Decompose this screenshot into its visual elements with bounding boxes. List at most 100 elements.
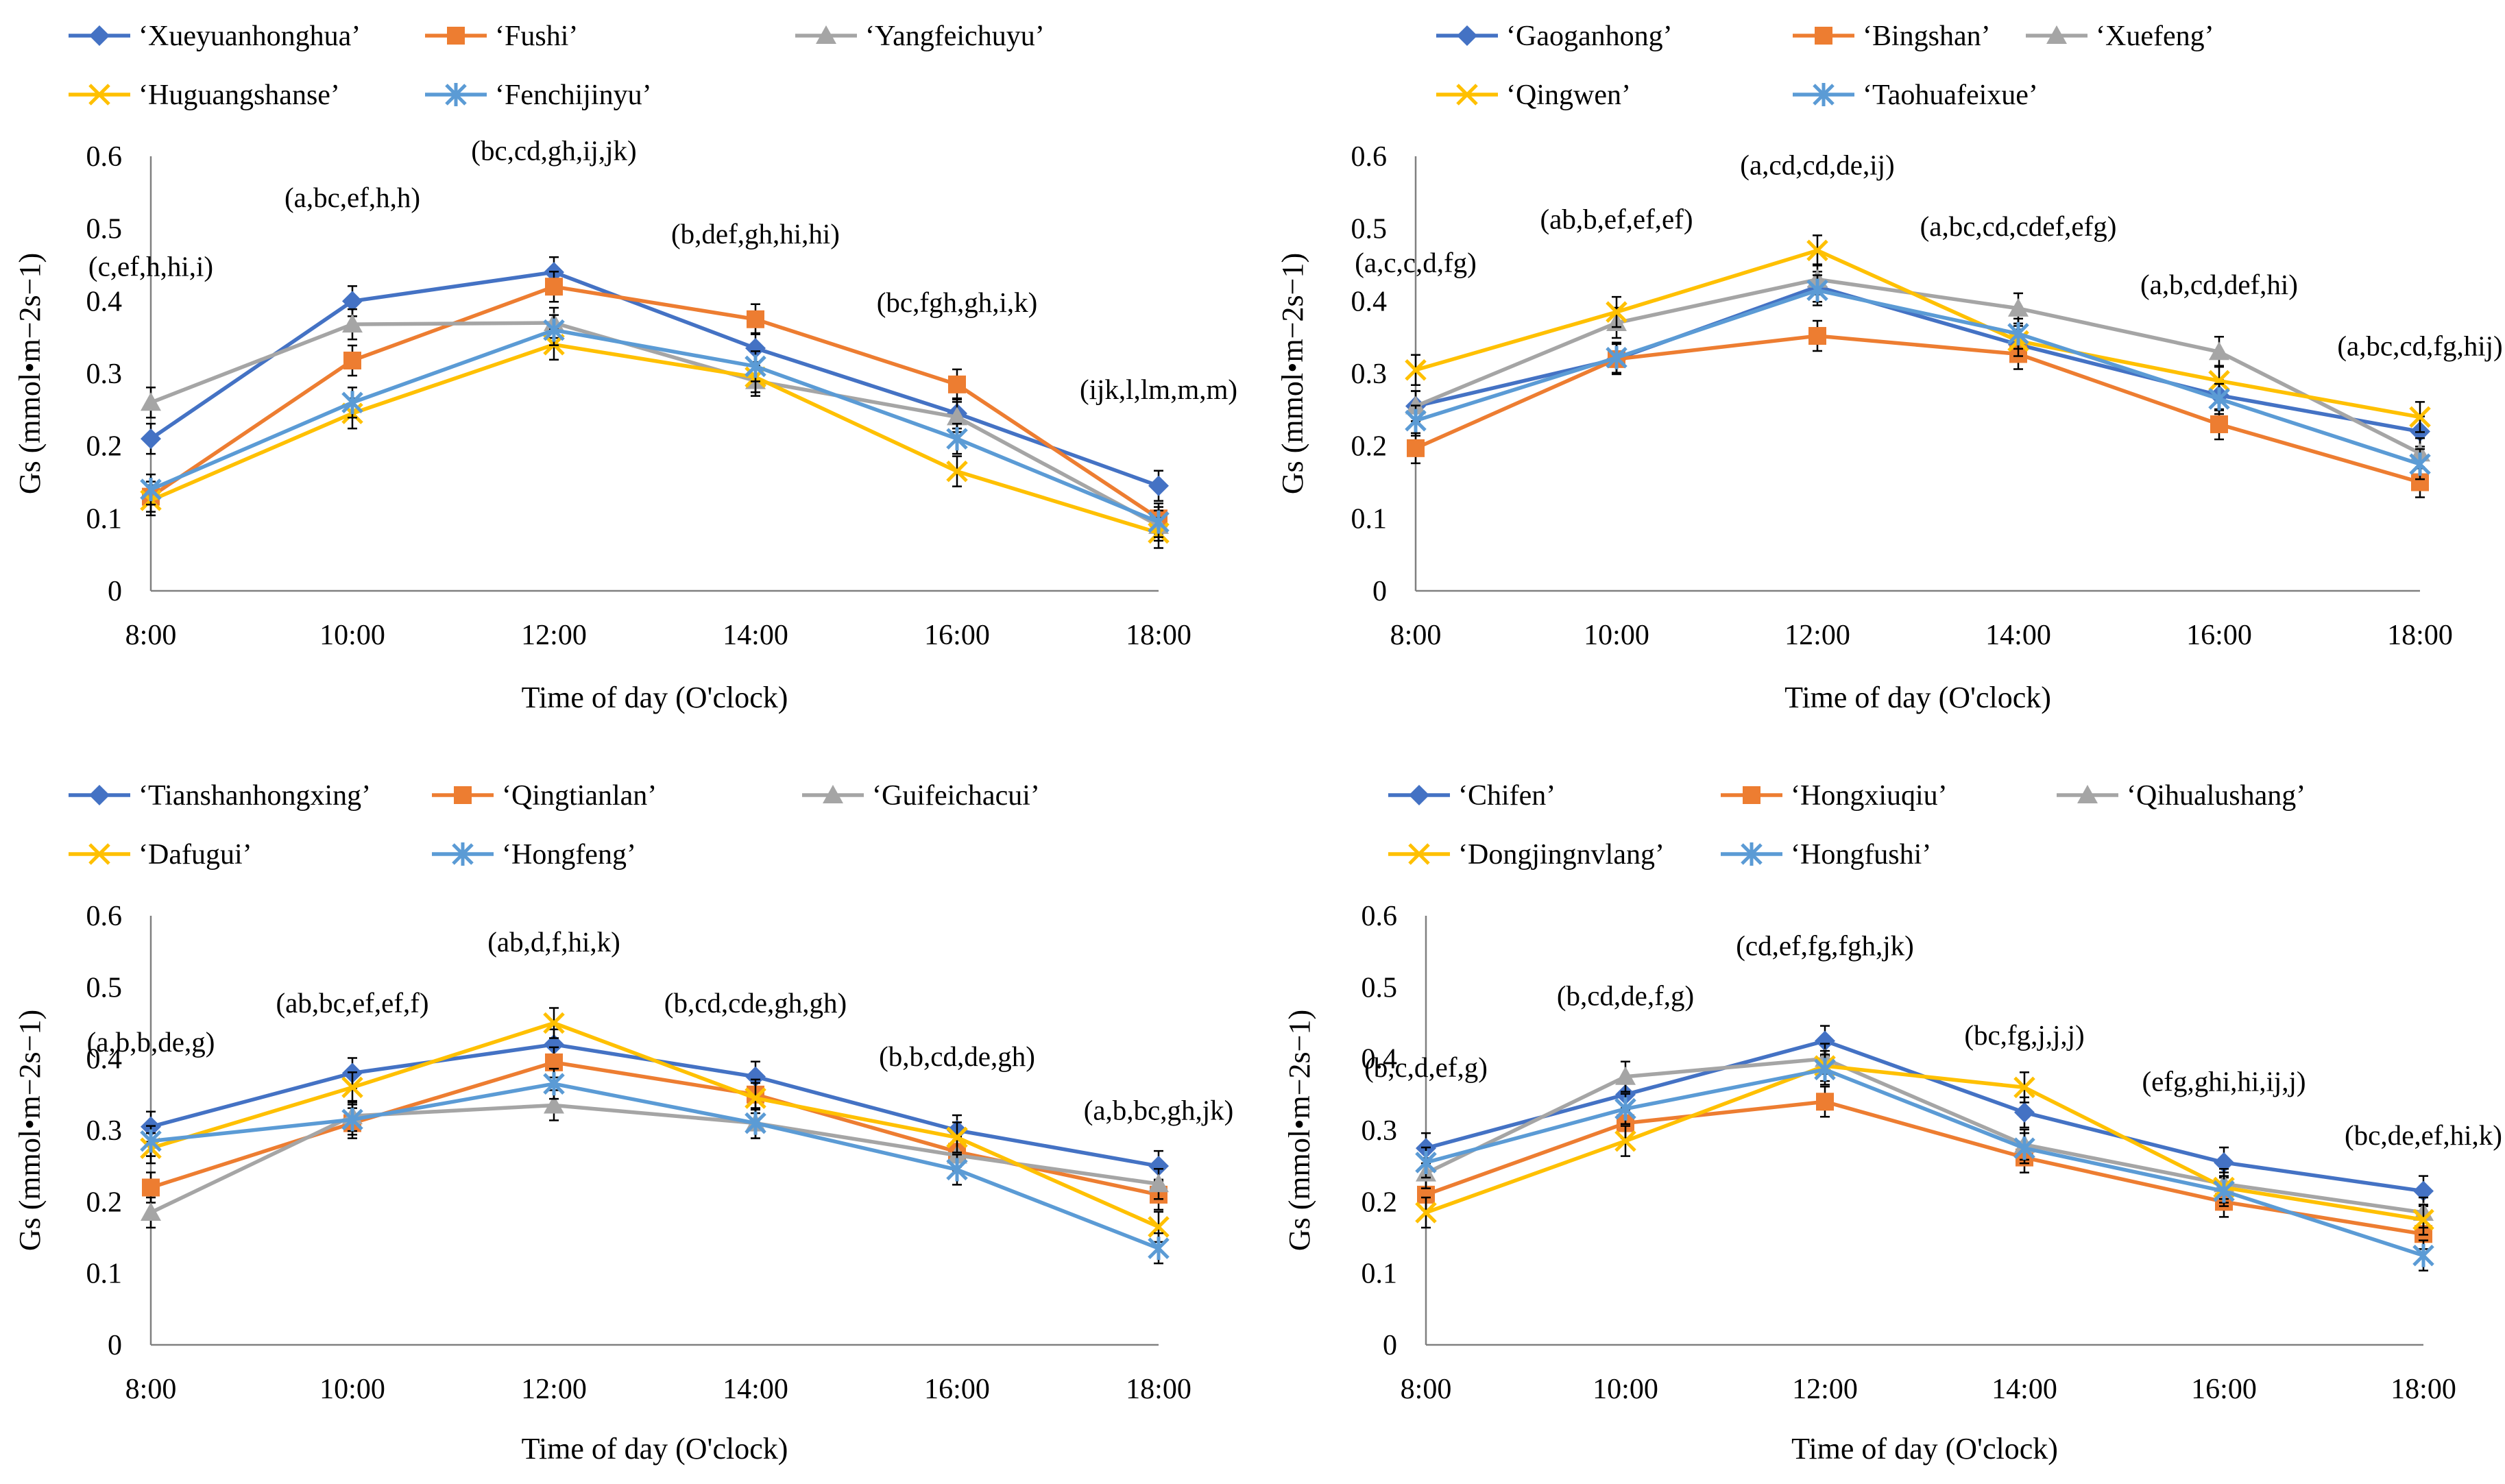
series-line (149, 342, 1159, 535)
significance-annotation: (bc,cd,gh,ij,jk) (471, 134, 636, 166)
data-point-marker (1615, 1066, 1636, 1085)
data-point-marker (745, 1066, 766, 1087)
significance-annotation: (efg,ghi,hi,ij,j) (2142, 1066, 2306, 1097)
series-line (1415, 288, 2421, 466)
series-line (149, 270, 1159, 488)
y-axis-title: Gs (mmol•m−2s−1) (1276, 253, 1309, 494)
x-tick-label: 8:00 (1390, 620, 1442, 651)
data-point-marker (1148, 510, 1170, 534)
series-line (149, 1103, 1159, 1215)
data-point-marker (1405, 409, 1427, 433)
significance-annotation: (a,c,c,d,fg) (1355, 247, 1477, 278)
data-point-marker (1806, 278, 1828, 302)
y-tick-label: 0.5 (1351, 214, 1388, 245)
data-point-marker (544, 1034, 564, 1055)
y-tick-label: 0.1 (86, 1258, 123, 1290)
legend-item-3: ‘Qihualushang’ (2057, 780, 2306, 812)
legend-label: ‘Hongxiuqiu’ (1791, 780, 1948, 812)
significance-annotation: (b,c,d,ef,g) (1364, 1051, 1488, 1083)
legend-marker (1741, 842, 1763, 866)
data-point-marker (544, 1095, 564, 1114)
legend-item-3: ‘Yangfeichuyu’ (795, 21, 1045, 52)
data-point-marker (140, 478, 162, 502)
legend-marker (2046, 25, 2067, 44)
y-tick-label: 0.6 (1362, 901, 1398, 932)
x-tick-label: 10:00 (1584, 620, 1649, 651)
legend-item-1: ‘Chifen’ (1388, 780, 1556, 812)
data-point-marker (2213, 1179, 2235, 1203)
legend-marker (1408, 843, 1430, 865)
legend-label: ‘Gaoganhong’ (1506, 21, 1673, 52)
data-point-marker (2007, 321, 2029, 345)
legend-item-5: ‘Hongfushi’ (1721, 839, 1931, 871)
legend-item-1: ‘Xueyuanhonghua’ (69, 21, 361, 52)
legend-marker (454, 786, 472, 804)
x-tick-label: 18:00 (2387, 620, 2453, 651)
significance-annotation: (cd,ef,fg,fgh,jk) (1736, 929, 1914, 961)
significance-annotation: (ab,b,ef,ef,ef) (1540, 204, 1693, 235)
y-axis-title: Gs (mmol•m−2s−1) (13, 1010, 47, 1251)
y-tick-label: 0.2 (86, 431, 123, 463)
y-tick-label: 0 (1383, 1330, 1397, 1361)
legend-label: ‘Fenchijinyu’ (495, 80, 652, 111)
legend-label: ‘Chifen’ (1458, 780, 1556, 812)
legend-marker (452, 842, 474, 866)
y-tick-label: 0.6 (86, 901, 123, 932)
legend-label: ‘Qingwen’ (1506, 80, 1631, 111)
y-tick-label: 0.3 (86, 358, 123, 390)
chart-panel-2: 0 0.1 0.2 0.3 0.4 0.5 0.6 8:00 10:00 12:00 14:00 16… (1276, 21, 2503, 714)
y-tick-label: 0.1 (1351, 503, 1388, 535)
y-tick-label: 0.3 (1351, 358, 1388, 390)
legend-item-1: ‘Tianshanhongxing’ (69, 780, 371, 812)
y-tick-label: 0 (108, 1330, 122, 1361)
series-line (150, 1021, 1160, 1229)
data-point-marker (2008, 297, 2029, 317)
legend-marker (89, 785, 110, 805)
data-point-marker (745, 354, 766, 378)
series-line (1415, 284, 2421, 434)
significance-annotation: (a,bc,cd,cdef,efg) (1920, 210, 2117, 242)
significance-annotation: (a,b,cd,def,hi) (2140, 269, 2298, 300)
data-point-marker (2409, 406, 2431, 428)
series-line (150, 321, 1160, 528)
data-point-marker (141, 392, 161, 411)
y-axis-title: Gs (mmol•m−2s−1) (13, 253, 47, 494)
data-point-marker (2014, 1102, 2035, 1123)
legend-marker (1813, 83, 1835, 106)
significance-annotation: (a,cd,cd,de,ij) (1740, 149, 1894, 180)
series-4 (140, 328, 1170, 549)
x-tick-label: 18:00 (1126, 1374, 1191, 1405)
x-tick-label: 8:00 (1401, 1374, 1452, 1405)
x-tick-label: 14:00 (723, 620, 788, 651)
legend-marker (1456, 84, 1478, 106)
significance-annotation: (ijk,l,lm,m,m) (1080, 374, 1237, 405)
data-point-marker (1806, 239, 1828, 262)
data-point-marker (1606, 345, 1627, 369)
series-line (1425, 1056, 2424, 1215)
legend-item-4: ‘Qingwen’ (1436, 80, 1631, 111)
data-point-marker (1148, 1173, 1169, 1193)
data-point-marker (341, 1108, 363, 1132)
data-point-marker (745, 338, 766, 359)
legend-item-4: ‘Dongjingnvlang’ (1388, 839, 1665, 871)
data-point-marker (2013, 1076, 2035, 1099)
data-point-marker (1815, 1030, 1835, 1051)
series-line (1414, 277, 2421, 455)
data-point-marker (1814, 1058, 1836, 1082)
data-point-marker (745, 1111, 766, 1135)
x-tick-label: 12:00 (1784, 620, 1850, 651)
data-point-marker (342, 314, 363, 333)
data-point-marker (1614, 1130, 1636, 1152)
series-5 (140, 1067, 1170, 1265)
legend-item-5: ‘Hongfeng’ (432, 839, 636, 871)
legend-item-5: ‘Fenchijinyu’ (425, 80, 652, 111)
y-tick-label: 0.4 (86, 1044, 123, 1075)
legend: ‘Xueyuanhonghua’ ‘Fushi’ ‘Yangfeichuyu’ ‘Hu… (69, 21, 1045, 111)
series-1 (1416, 1025, 2434, 1207)
series-line (1425, 1038, 2424, 1193)
data-point-marker (947, 406, 967, 426)
legend-marker (88, 843, 110, 865)
legend-marker (88, 84, 110, 106)
data-point-marker (142, 1178, 160, 1197)
significance-annotation: (bc,fgh,gh,i,k) (877, 287, 1038, 318)
